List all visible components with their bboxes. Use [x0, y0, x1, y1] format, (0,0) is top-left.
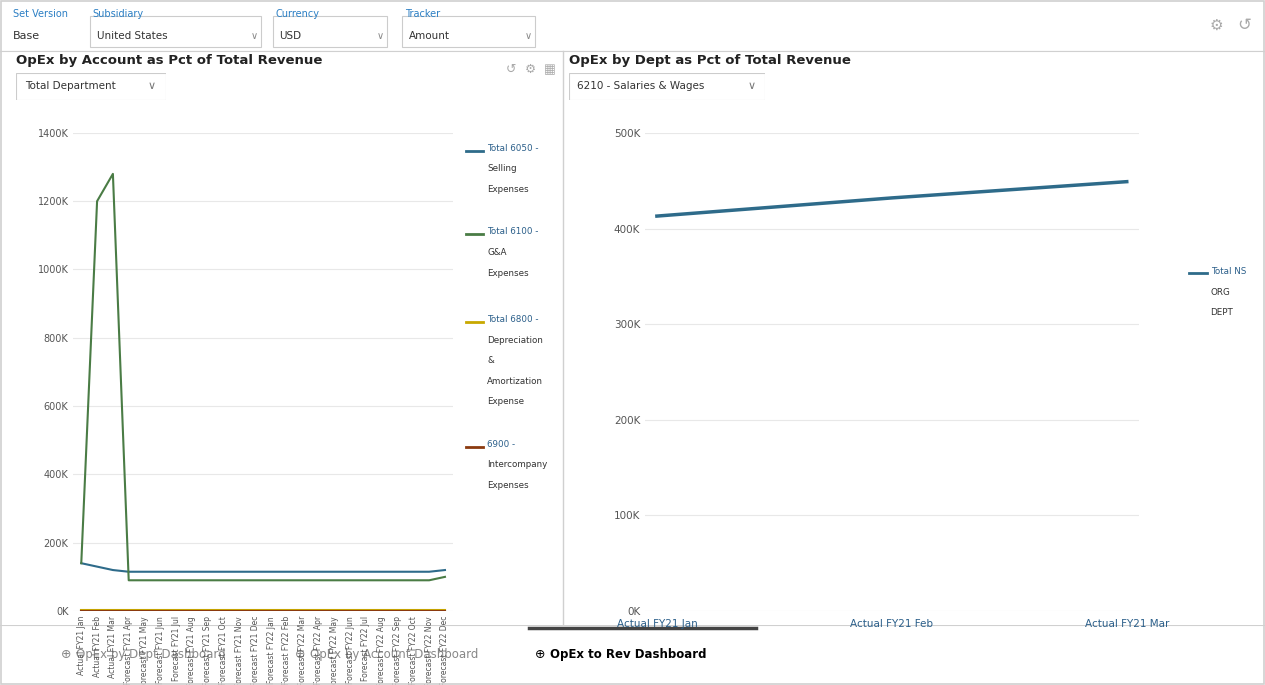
Text: OpEx by Dept Dashboard: OpEx by Dept Dashboard — [76, 649, 225, 661]
Text: ∨: ∨ — [148, 82, 156, 91]
Text: Intercompany: Intercompany — [487, 460, 548, 469]
Text: OpEx by Dept as Pct of Total Revenue: OpEx by Dept as Pct of Total Revenue — [569, 54, 851, 67]
Text: Base: Base — [13, 31, 39, 40]
Text: OpEx to Rev Dashboard: OpEx to Rev Dashboard — [550, 649, 707, 661]
FancyBboxPatch shape — [16, 73, 166, 100]
Text: &: & — [487, 356, 493, 365]
FancyBboxPatch shape — [569, 73, 765, 100]
Text: ↺: ↺ — [506, 63, 516, 76]
Text: United States: United States — [97, 31, 168, 40]
Text: Tracker: Tracker — [405, 9, 440, 19]
Text: Expenses: Expenses — [487, 269, 529, 277]
Text: Depreciation: Depreciation — [487, 336, 543, 345]
Text: USD: USD — [280, 31, 301, 40]
Text: ⚙: ⚙ — [525, 63, 536, 76]
Text: Expense: Expense — [487, 397, 524, 406]
Text: 6210 - Salaries & Wages: 6210 - Salaries & Wages — [577, 82, 705, 91]
Text: ∨: ∨ — [250, 31, 258, 40]
Text: ∨: ∨ — [525, 31, 533, 40]
Text: ∨: ∨ — [377, 31, 385, 40]
Text: Expenses: Expenses — [487, 481, 529, 490]
Text: Selling: Selling — [487, 164, 516, 173]
Text: ⊕: ⊕ — [61, 649, 71, 661]
Text: Amortization: Amortization — [487, 377, 543, 386]
Text: ↺: ↺ — [1237, 16, 1251, 34]
FancyBboxPatch shape — [402, 16, 535, 47]
Text: ∨: ∨ — [748, 82, 755, 91]
Text: Total 6050 -: Total 6050 - — [487, 144, 539, 153]
Text: Total Department: Total Department — [25, 82, 116, 91]
Text: Expenses: Expenses — [487, 185, 529, 194]
Text: Set Version: Set Version — [13, 9, 67, 19]
Text: ⊕: ⊕ — [295, 649, 305, 661]
FancyBboxPatch shape — [273, 16, 387, 47]
Text: ⊕: ⊕ — [535, 649, 545, 661]
Text: 6900 -: 6900 - — [487, 440, 515, 449]
Text: Total 6100 -: Total 6100 - — [487, 227, 539, 236]
Text: ▦: ▦ — [544, 63, 555, 76]
Text: OpEx by Account Dashboard: OpEx by Account Dashboard — [310, 649, 478, 661]
Text: OpEx by Account as Pct of Total Revenue: OpEx by Account as Pct of Total Revenue — [16, 54, 323, 67]
Text: ⚙: ⚙ — [1209, 18, 1223, 33]
Text: Total NS: Total NS — [1211, 267, 1246, 276]
Text: ORG: ORG — [1211, 288, 1231, 297]
Text: Amount: Amount — [409, 31, 449, 40]
Text: Subsidiary: Subsidiary — [92, 9, 143, 19]
Text: G&A: G&A — [487, 248, 506, 257]
FancyBboxPatch shape — [90, 16, 261, 47]
Text: DEPT: DEPT — [1211, 308, 1233, 317]
Text: Total 6800 -: Total 6800 - — [487, 315, 539, 324]
Text: Currency: Currency — [276, 9, 320, 19]
